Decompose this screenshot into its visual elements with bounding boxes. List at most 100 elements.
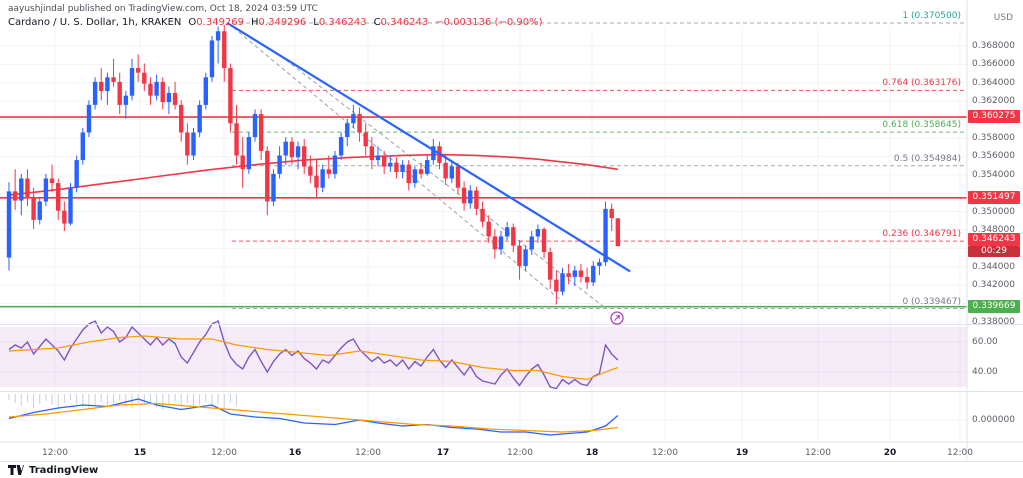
tradingview-brand-label[interactable]: TradingView	[29, 464, 99, 476]
candle	[252, 114, 258, 138]
bottom-toolbar: TradingView	[0, 461, 1023, 478]
candle	[351, 114, 356, 124]
candle	[345, 123, 350, 138]
candle	[228, 68, 233, 124]
trendline[interactable]	[226, 22, 631, 273]
ohlc-low: L0.346243	[313, 17, 366, 28]
candle	[179, 104, 184, 133]
high-value: 0.349296	[258, 17, 307, 28]
candle	[480, 208, 485, 222]
candle	[511, 227, 516, 246]
symbol-legend: Cardano / U. S. Dollar, 1h, KRAKEN O0.34…	[8, 17, 543, 28]
candle	[6, 191, 12, 258]
ohlc-close: C0.346243	[374, 17, 429, 28]
candle	[461, 187, 467, 204]
candle	[265, 150, 270, 202]
candle	[135, 68, 141, 73]
ohlc-open: O0.349269	[188, 17, 244, 28]
candle	[425, 160, 430, 174]
candle	[548, 252, 553, 280]
candle	[302, 146, 307, 167]
close-value: 0.346243	[380, 17, 429, 28]
candle	[443, 162, 448, 179]
candle	[271, 173, 276, 202]
candle	[62, 210, 67, 224]
candle	[388, 162, 393, 167]
candle	[369, 146, 375, 161]
candle	[381, 155, 387, 167]
candle	[535, 229, 541, 237]
publish-info: aayushjindal published on TradingView.co…	[8, 4, 318, 14]
candle	[363, 132, 368, 147]
high-label: H	[251, 17, 259, 28]
close-label: C	[373, 17, 381, 28]
candle	[74, 160, 79, 188]
candle	[578, 270, 584, 277]
candle	[504, 227, 510, 237]
candle	[105, 77, 110, 92]
candle	[258, 114, 264, 151]
candle	[394, 162, 399, 173]
low-value: 0.346243	[318, 17, 367, 28]
candle	[338, 137, 344, 156]
candle	[486, 221, 491, 237]
tradingview-logo-icon[interactable]	[8, 464, 24, 476]
candle	[468, 190, 473, 204]
candle	[222, 31, 227, 69]
candle	[12, 191, 18, 201]
candle	[154, 81, 159, 96]
candle	[99, 81, 104, 92]
candle	[160, 81, 165, 103]
candle	[56, 183, 61, 211]
candle	[246, 137, 252, 170]
candle	[31, 196, 36, 220]
candle	[615, 218, 621, 247]
price-change: −0.003136 (−0.90%)	[435, 17, 543, 28]
candle	[332, 155, 338, 174]
axis-currency-label: USD	[993, 13, 1013, 23]
candle	[240, 155, 245, 170]
macd-blue-line	[8, 398, 619, 436]
candle	[209, 40, 215, 78]
low-label: L	[313, 17, 319, 28]
candle	[603, 208, 608, 263]
macd-orange-line	[8, 402, 618, 433]
candle	[566, 273, 571, 277]
projection-marker-icon[interactable]	[610, 311, 624, 325]
candle	[418, 169, 424, 174]
candle	[37, 201, 42, 220]
candle	[572, 270, 577, 277]
candle	[80, 132, 85, 161]
candle	[492, 236, 498, 250]
candle	[308, 166, 313, 176]
candle	[203, 77, 208, 105]
candle	[117, 81, 122, 105]
candle	[185, 132, 190, 156]
candle	[326, 169, 331, 174]
candle	[215, 31, 221, 41]
candle	[295, 146, 301, 158]
candle	[289, 141, 295, 158]
candle	[560, 273, 565, 292]
candle	[314, 175, 319, 188]
candle	[591, 265, 596, 283]
candle	[197, 104, 202, 133]
candle	[43, 178, 49, 202]
candle	[19, 178, 24, 201]
candle	[357, 114, 362, 133]
candle	[320, 169, 325, 188]
candle	[584, 276, 590, 283]
candle	[375, 155, 381, 161]
candle	[554, 279, 559, 292]
candle	[166, 92, 172, 103]
candle	[68, 187, 73, 224]
candle	[172, 92, 178, 105]
candle	[609, 208, 614, 219]
candle	[431, 146, 436, 161]
candle	[541, 229, 547, 253]
candle	[455, 166, 461, 188]
candle	[406, 164, 411, 184]
symbol-title[interactable]: Cardano / U. S. Dollar, 1h, KRAKEN	[8, 17, 182, 28]
